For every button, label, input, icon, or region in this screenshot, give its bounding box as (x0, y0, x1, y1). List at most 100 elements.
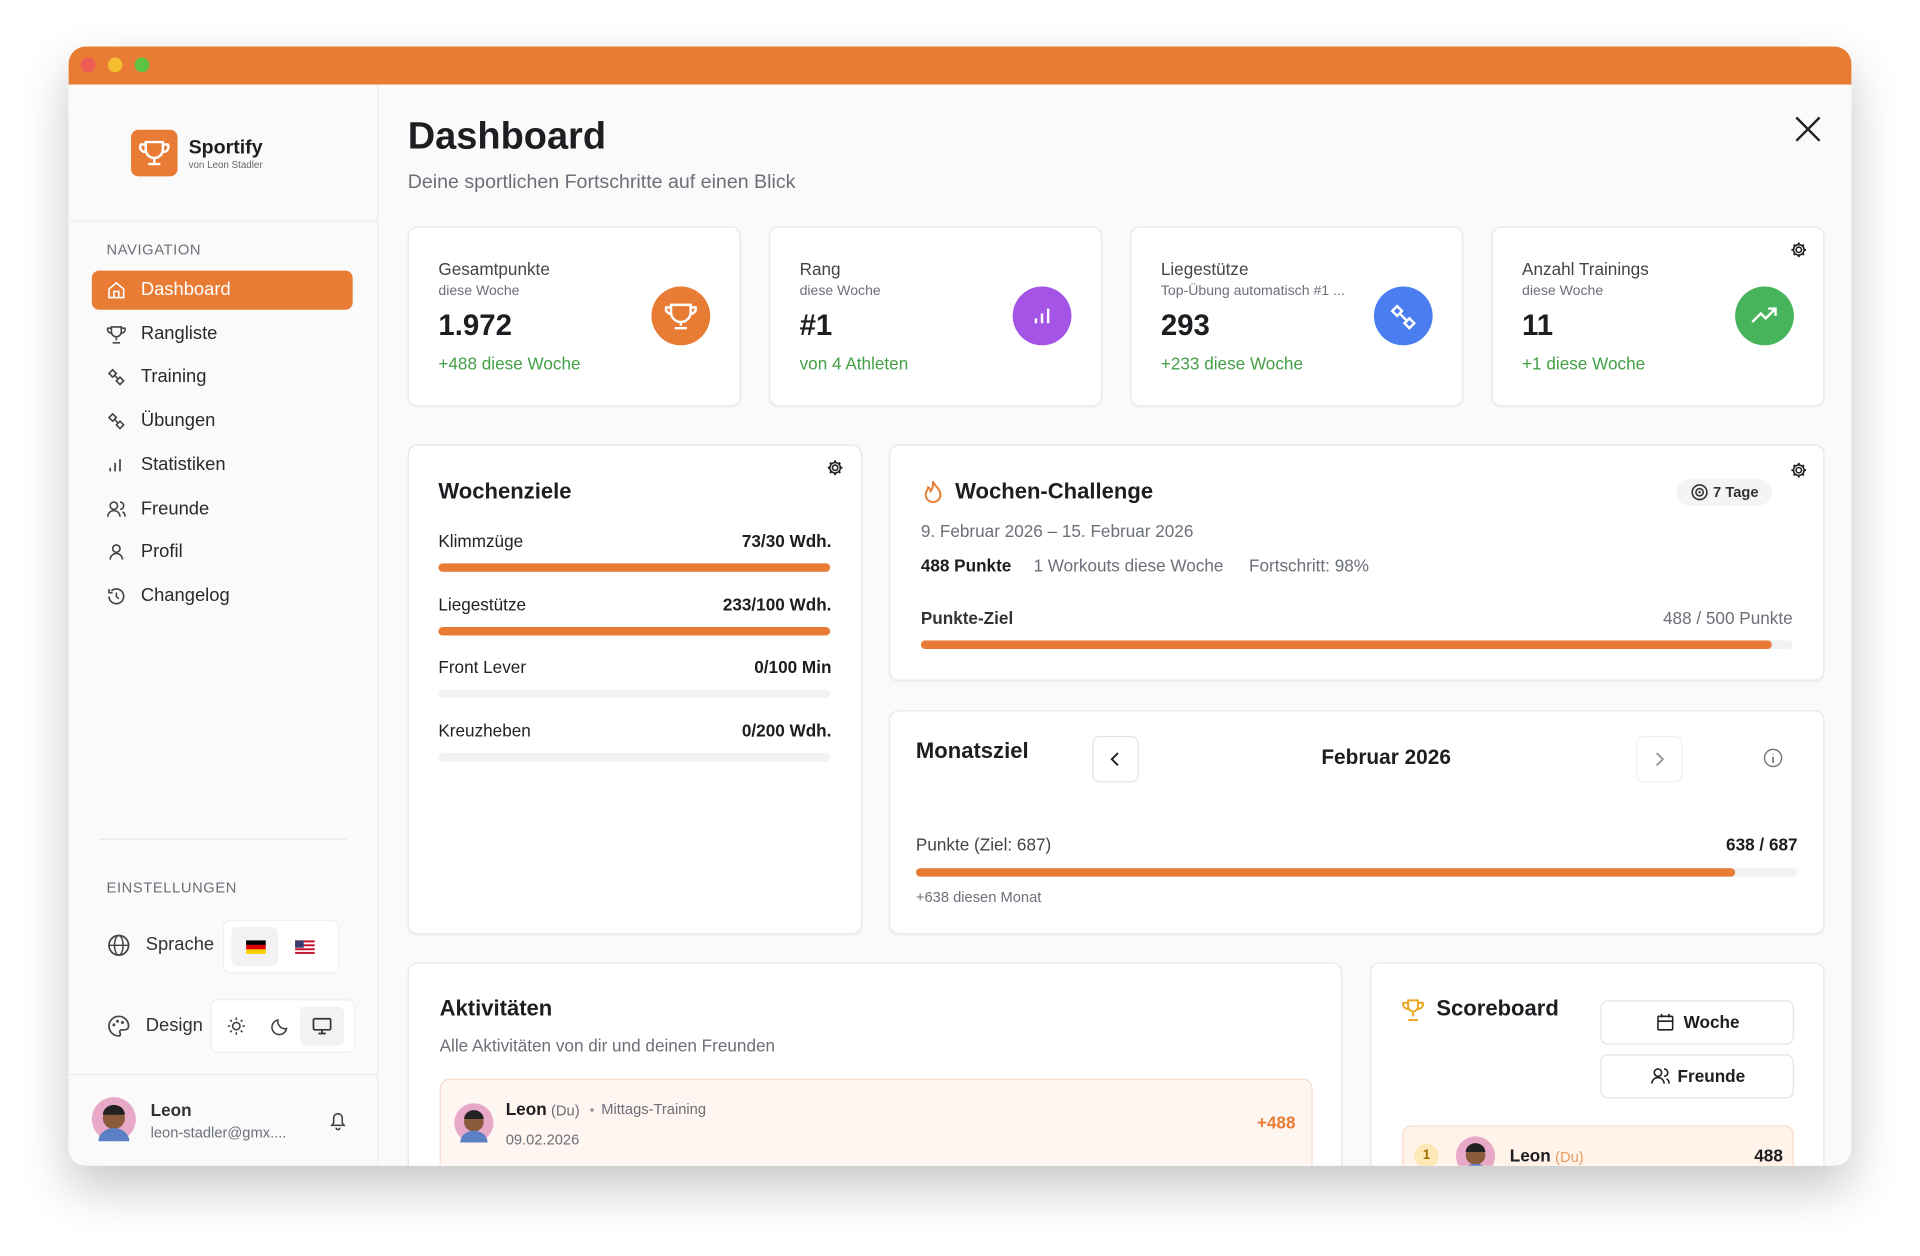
challenge-workouts: 1 Workouts diese Woche (1033, 555, 1224, 576)
system-mode[interactable] (312, 1016, 332, 1036)
stat-icon (1012, 286, 1072, 346)
divider (68, 1073, 378, 1076)
nav-item[interactable]: Training (92, 358, 353, 397)
progress-fill (920, 640, 1772, 649)
button-label: Freunde (1677, 1066, 1746, 1086)
card-title: Wochenziele (438, 479, 572, 504)
nav-item[interactable]: Freunde (92, 489, 353, 528)
stat-sub: diese Woche (1522, 284, 1604, 299)
nav-item[interactable]: Übungen (92, 402, 353, 441)
stat-delta: +488 diese Woche (438, 353, 581, 373)
app-window: Sportify von Leon Stadler NAVIGATION EIN… (68, 46, 1852, 1166)
nav-item[interactable]: Profil (92, 533, 353, 572)
filter-week[interactable]: Woche (1600, 1000, 1794, 1045)
settings-gear[interactable] (1790, 462, 1807, 479)
trophy-icon (1402, 999, 1424, 1021)
goal-value: 233/100 Wdh. (722, 594, 832, 614)
progress-fill (438, 563, 831, 572)
language-switch (222, 919, 340, 974)
users-icon (1651, 1068, 1670, 1084)
settings-gear[interactable] (1790, 241, 1807, 258)
stat-label: Gesamtpunkte (438, 259, 550, 279)
info-icon[interactable] (1763, 748, 1783, 768)
goal-value: 73/30 Wdh. (741, 530, 832, 551)
filter-friends[interactable]: Freunde (1600, 1054, 1794, 1099)
theme-switch (210, 999, 356, 1054)
card-title: Scoreboard (1436, 995, 1559, 1021)
challenge-progress: Fortschritt: 98% (1248, 555, 1370, 576)
nav-label: Profil (140, 541, 183, 563)
calendar-icon (1657, 1013, 1674, 1031)
challenge-dates: 9. Februar 2026 – 15. Februar 2026 (920, 521, 1194, 541)
goal-name: Front Lever (438, 657, 527, 677)
nav-label: Training (140, 366, 207, 388)
palette-icon (108, 1015, 130, 1037)
nav-item[interactable]: Statistiken (92, 445, 353, 484)
goal-value: 0/200 Wdh. (741, 720, 832, 740)
logo (131, 129, 178, 177)
nav-heading: NAVIGATION (106, 240, 202, 259)
notifications[interactable] (329, 1111, 346, 1131)
design-label: Design (145, 1015, 203, 1036)
nav-label: Dashboard (140, 279, 231, 301)
player-points: 488 (1754, 1145, 1783, 1166)
card-title: Monatsziel (915, 738, 1029, 764)
weekly-goals-card: Wochenziele Klimmzüge 73/30 Wdh. Liegestüt… (407, 444, 863, 935)
nav-item[interactable]: Dashboard (91, 270, 353, 310)
activity-item[interactable]: Leon (Du) Mittags-Training 09.02.2026 +4… (439, 1078, 1313, 1166)
settings-gear[interactable] (827, 459, 844, 476)
month-name: Februar 2026 (1321, 745, 1451, 769)
target-icon (1691, 484, 1708, 501)
activity-user: Leon (505, 1099, 547, 1119)
next-month[interactable] (1635, 735, 1683, 783)
stat-card: Anzahl Trainings diese Woche 11 +1 diese Wo… (1491, 226, 1825, 407)
stat-icon (1735, 286, 1794, 346)
nav-icon (108, 281, 125, 299)
nav-icon (106, 500, 126, 517)
goal-label: Punkte-Ziel (920, 608, 1014, 628)
prev-month[interactable] (1092, 735, 1139, 783)
nav-icon (106, 325, 126, 344)
brand: Sportify (188, 137, 263, 159)
dark-mode[interactable] (271, 1016, 291, 1036)
challenge-card: Wochen-Challenge 7 Tage 9. Februar 2026 … (888, 444, 1825, 681)
stat-sub: Top-Übung automatisch #1 ... (1160, 284, 1345, 299)
progress-fill (915, 868, 1735, 877)
stat-card: Rang diese Woche #1 von 4 Athleten (768, 226, 1103, 407)
rank-badge: 1 (1414, 1143, 1439, 1166)
window-controls (80, 57, 150, 73)
close-button[interactable] (1795, 116, 1821, 142)
month-note: +638 diesen Monat (915, 888, 1042, 906)
stat-card: Liegestütze Top-Übung automatisch #1 ... 2… (1130, 226, 1464, 407)
stat-value: 11 (1522, 309, 1554, 343)
button-label: Woche (1683, 1012, 1740, 1032)
user-avatar (91, 1097, 136, 1142)
progress-track (438, 563, 831, 572)
flame-icon (924, 480, 942, 503)
stat-value: #1 (799, 309, 833, 343)
page-subtitle: Deine sportlichen Fortschritte auf einen… (407, 171, 796, 193)
title-bar (68, 46, 1852, 85)
flag-de[interactable] (246, 940, 266, 954)
chevron-left (1110, 752, 1119, 766)
progress-track (915, 868, 1798, 877)
nav-icon (109, 458, 121, 472)
divider (99, 838, 347, 841)
nav-item[interactable]: Changelog (92, 577, 353, 616)
nav-item[interactable]: Rangliste (92, 314, 353, 353)
challenge-points: 488 Punkte (920, 555, 1012, 576)
activity-points: +488 (1256, 1112, 1296, 1133)
nav-icon (109, 544, 124, 560)
badge-text: 7 Tage (1713, 483, 1759, 501)
activity-workout: Mittags-Training (601, 1100, 707, 1118)
nav-icon (108, 588, 125, 605)
goal-text: 488 / 500 Punkte (1663, 608, 1793, 628)
stat-delta: +233 diese Woche (1160, 353, 1303, 373)
stat-sub: diese Woche (438, 284, 520, 299)
light-mode[interactable] (227, 1016, 247, 1036)
page-title: Dashboard (407, 114, 607, 158)
nav-icon (107, 412, 125, 430)
flag-us[interactable] (295, 940, 315, 954)
